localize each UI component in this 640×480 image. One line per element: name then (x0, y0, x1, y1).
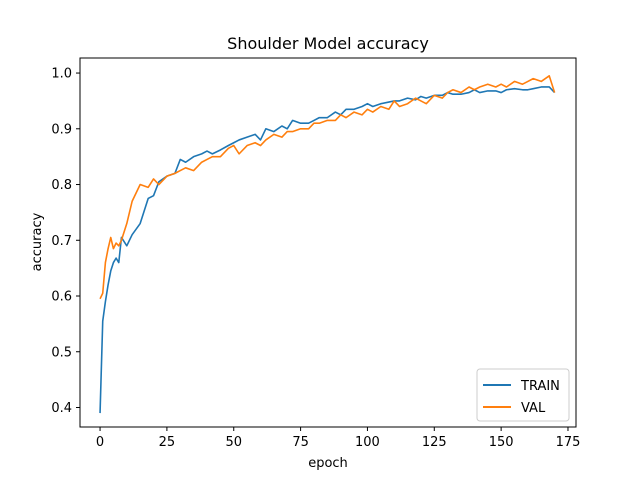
y-tick-label: 0.7 (51, 234, 72, 249)
y-axis-ticks: 0.4 0.5 0.6 0.7 0.8 0.9 1.0 (51, 67, 80, 416)
y-tick-label: 0.5 (51, 345, 72, 360)
axes-frame (79, 57, 577, 428)
series-line-val (99, 75, 556, 300)
y-tick-label: 0.4 (51, 401, 72, 416)
y-tick-label: 0.9 (51, 122, 72, 137)
x-tick-label: 175 (556, 435, 581, 450)
y-tick-label: 1.0 (51, 67, 72, 82)
x-tick-label: 50 (225, 435, 242, 450)
series-line-train (99, 86, 556, 414)
series-layer (99, 75, 556, 414)
legend: TRAIN VAL (476, 368, 570, 422)
chart-title: Shoulder Model accuracy (227, 34, 429, 53)
x-tick-label: 100 (355, 435, 380, 450)
x-tick-label: 150 (489, 435, 514, 450)
x-tick-label: 25 (159, 435, 176, 450)
y-tick-label: 0.6 (51, 290, 72, 305)
x-tick-label: 0 (96, 435, 104, 450)
plot-area: 0 25 50 75 100 125 150 175 0.4 0.5 0.6 0.7 0.8 0.9 1.… (51, 57, 580, 450)
y-tick-label: 0.8 (51, 178, 72, 193)
x-axis-label: epoch (308, 456, 348, 471)
y-axis-label: accuracy (30, 212, 45, 271)
legend-label-train: TRAIN (520, 379, 560, 394)
x-tick-label: 75 (292, 435, 309, 450)
legend-label-val: VAL (521, 401, 546, 416)
x-tick-label: 125 (422, 435, 447, 450)
x-axis-ticks: 0 25 50 75 100 125 150 175 (96, 427, 580, 450)
